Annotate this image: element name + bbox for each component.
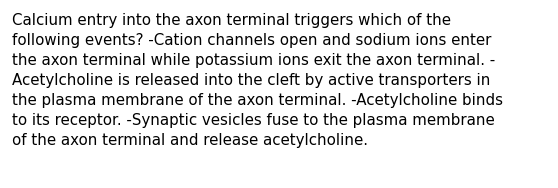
Text: Calcium entry into the axon terminal triggers which of the
following events? -Ca: Calcium entry into the axon terminal tri… xyxy=(12,13,503,148)
